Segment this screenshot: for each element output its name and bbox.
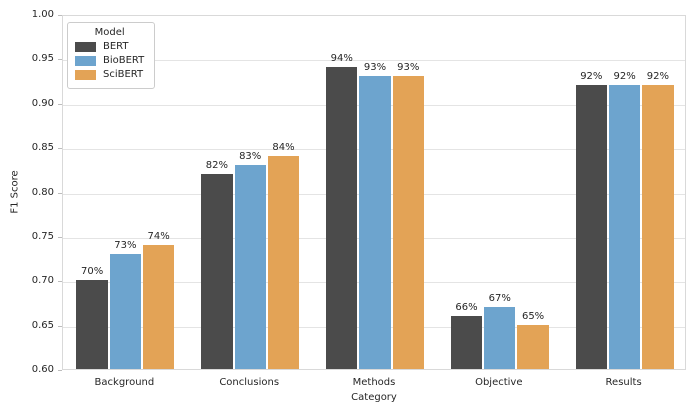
bar-biobert-objective	[484, 306, 516, 369]
y-tick-label: 0.65	[31, 319, 54, 331]
y-tick-mark	[58, 281, 62, 283]
x-tick-label-objective: Objective	[475, 377, 523, 388]
x-tick-label-methods: Methods	[352, 377, 396, 388]
bar-bert-methods	[326, 67, 358, 369]
bar-biobert-conclusions	[234, 164, 266, 369]
bar-value-label: 74%	[147, 230, 170, 242]
y-tick-mark	[58, 59, 62, 61]
bar-biobert-methods	[359, 76, 391, 369]
y-tick-mark	[58, 370, 62, 371]
x-tick-label-conclusions: Conclusions	[219, 377, 280, 388]
bar-value-label: 92%	[613, 71, 636, 82]
bar-value-label: 93%	[363, 62, 387, 74]
y-tick-mark	[58, 236, 62, 238]
y-tick-mark	[58, 325, 62, 327]
bar-scibert-results	[642, 85, 674, 369]
legend-entry-label: SciBERT	[103, 69, 144, 80]
y-tick-label: 0.85	[31, 142, 54, 154]
y-tick-label: 0.70	[31, 275, 54, 287]
x-tick-label-background: Background	[94, 377, 155, 388]
legend: Model BERT BioBERT SciBERT	[67, 22, 156, 89]
bar-value-label: 92%	[580, 71, 603, 82]
bar-value-label: 93%	[397, 62, 420, 74]
y-tick-mark	[58, 192, 62, 194]
bar-value-label: 83%	[239, 150, 262, 162]
legend-entry-scibert: SciBERT	[75, 69, 144, 80]
y-tick-label: 0.90	[31, 97, 54, 109]
y-tick-label: 0.75	[31, 230, 54, 242]
y-tick-label: 0.95	[31, 53, 54, 65]
bar-biobert-results	[608, 85, 641, 369]
legend-entry-bert: BERT	[75, 41, 144, 52]
legend-swatch-icon	[75, 55, 96, 66]
y-axis-label: F1 Score	[9, 170, 21, 214]
bar-value-label: 70%	[80, 266, 104, 278]
x-tick-label-results: Results	[605, 377, 642, 388]
bar-scibert-conclusions	[267, 156, 300, 369]
bar-value-label: 65%	[521, 310, 545, 322]
legend-entries: BERT BioBERT SciBERT	[75, 41, 144, 80]
bar-bert-results	[575, 85, 607, 369]
y-tick-mark	[58, 148, 62, 150]
legend-swatch-icon	[75, 41, 96, 52]
y-tick-label: 0.80	[31, 186, 54, 198]
bar-scibert-objective	[517, 324, 549, 369]
y-tick-mark	[58, 103, 62, 105]
y-tick-label: 1.00	[31, 9, 54, 20]
gridline	[63, 60, 685, 62]
y-tick-label: 0.60	[31, 364, 54, 375]
bar-value-label: 67%	[488, 292, 511, 304]
bar-scibert-background	[143, 244, 175, 369]
bar-value-label: 66%	[455, 301, 478, 313]
bar-bert-background	[76, 280, 108, 369]
bar-bert-objective	[450, 315, 483, 369]
bar-value-label: 92%	[646, 71, 669, 82]
bar-biobert-background	[109, 253, 142, 369]
legend-entry-label: BioBERT	[103, 55, 145, 66]
bar-value-label: 73%	[114, 239, 137, 251]
plot-area: 70% 73% 74% 82% 83% 84% 94% 93% 93% 66% 67% 65% 92% 9…	[62, 15, 686, 370]
legend-title: Model	[94, 27, 125, 38]
legend-entry-label: BERT	[103, 41, 129, 52]
legend-swatch-icon	[75, 69, 96, 80]
bar-value-label: 84%	[272, 142, 295, 153]
bar-value-label: 94%	[330, 53, 353, 65]
bar-bert-conclusions	[201, 173, 233, 369]
legend-entry-biobert: BioBERT	[75, 55, 144, 66]
bar-scibert-methods	[392, 76, 424, 369]
bar-value-label: 82%	[205, 159, 229, 171]
y-tick-mark	[58, 15, 62, 16]
x-axis-label: Category	[351, 392, 397, 403]
